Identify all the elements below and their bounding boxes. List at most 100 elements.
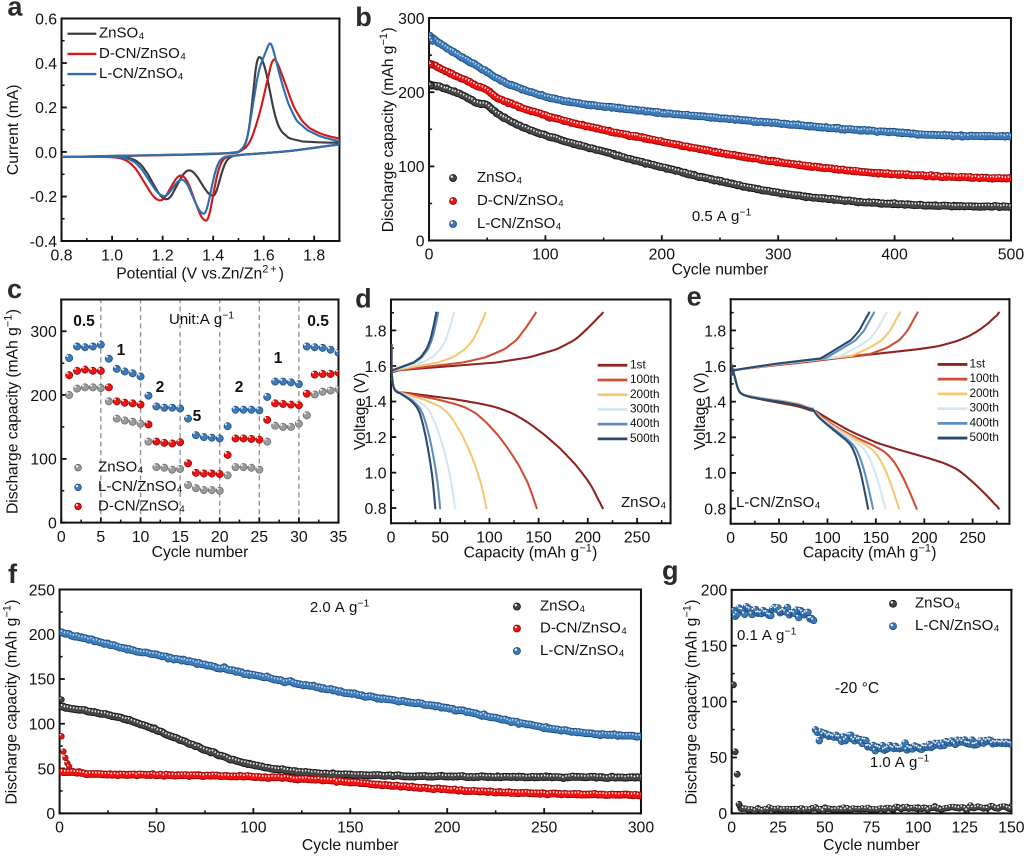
svg-text:5: 5 (193, 408, 202, 425)
svg-text:10: 10 (132, 529, 150, 546)
svg-text:Cycle number: Cycle number (672, 262, 769, 279)
svg-text:ZnSO₄: ZnSO₄ (98, 459, 143, 476)
svg-text:ZnSO₄: ZnSO₄ (477, 169, 522, 186)
svg-text:250: 250 (531, 820, 558, 837)
svg-text:b: b (355, 1, 372, 32)
svg-text:200: 200 (649, 247, 676, 264)
svg-text:1.4: 1.4 (202, 247, 224, 264)
svg-text:1.0: 1.0 (101, 247, 123, 264)
svg-text:400: 400 (881, 247, 908, 264)
svg-text:200: 200 (701, 583, 728, 600)
svg-text:400th: 400th (969, 415, 999, 429)
svg-text:L-CN/ZnSO₄: L-CN/ZnSO₄ (540, 642, 624, 659)
svg-text:150: 150 (701, 639, 728, 656)
svg-text:50: 50 (816, 820, 834, 837)
svg-text:150: 150 (337, 820, 364, 837)
svg-text:0.4: 0.4 (35, 56, 57, 73)
svg-text:U n i t :: U n i t : A g − 1 (169, 298, 235, 329)
svg-text:200: 200 (398, 85, 425, 102)
svg-text:300: 300 (628, 820, 655, 837)
svg-text:0: 0 (718, 806, 727, 823)
svg-text:0.5: 0.5 (73, 313, 95, 330)
svg-text:15: 15 (171, 529, 189, 546)
svg-text:f: f (8, 558, 18, 589)
svg-text:150: 150 (998, 820, 1024, 837)
svg-text:1.2: 1.2 (365, 430, 387, 447)
svg-text:ZnSO₄: ZnSO₄ (621, 494, 666, 511)
svg-text:0: 0 (387, 530, 396, 547)
svg-text:75: 75 (863, 820, 881, 837)
svg-text:0: 0 (57, 529, 66, 546)
svg-text:0: 0 (425, 247, 434, 264)
svg-text:250: 250 (624, 530, 651, 547)
svg-text:300: 300 (30, 324, 57, 341)
svg-text:50: 50 (38, 761, 56, 778)
svg-text:25: 25 (769, 820, 787, 837)
svg-text:Cycle number: Cycle number (302, 837, 399, 854)
svg-text:300: 300 (398, 11, 425, 28)
svg-text:Voltage (V): Voltage (V) (352, 372, 369, 450)
svg-text:2: 2 (235, 379, 244, 396)
svg-text:200: 200 (911, 530, 938, 547)
svg-text:150: 150 (863, 530, 890, 547)
svg-text:1st: 1st (969, 357, 985, 371)
svg-text:C a p a c: C a p a c i t y ( m A h g ) − 1 (803, 532, 943, 563)
svg-text:35: 35 (330, 529, 348, 546)
svg-text:50: 50 (710, 750, 728, 767)
svg-text:1.6: 1.6 (704, 359, 726, 376)
svg-text:L-CN/ZnSO₄: L-CN/ZnSO₄ (736, 494, 820, 511)
svg-text:0.2: 0.2 (35, 100, 57, 117)
svg-text:150: 150 (525, 530, 552, 547)
svg-text:100: 100 (701, 694, 728, 711)
svg-text:Current (mA): Current (mA) (5, 84, 22, 175)
svg-text:1: 1 (117, 342, 126, 359)
svg-text:0: 0 (46, 806, 55, 823)
svg-text:1.0: 1.0 (704, 466, 726, 483)
svg-text:0: 0 (727, 820, 736, 837)
svg-text:125: 125 (952, 820, 979, 837)
svg-text:1.2: 1.2 (704, 430, 726, 447)
svg-text:ZnSO₄: ZnSO₄ (915, 595, 960, 612)
svg-text:300th: 300th (630, 401, 660, 415)
svg-text:300: 300 (765, 247, 792, 264)
svg-text:30: 30 (290, 529, 308, 546)
svg-text:0.6: 0.6 (35, 11, 57, 28)
svg-text:2 . 0 A: 2 . 0 A g − 1 (310, 586, 370, 617)
svg-text:-0.2: -0.2 (30, 189, 57, 206)
svg-text:D-CN/ZnSO₄: D-CN/ZnSO₄ (477, 192, 564, 209)
svg-text:0: 0 (55, 820, 64, 837)
svg-text:1.8: 1.8 (365, 323, 387, 340)
svg-text:200: 200 (29, 627, 56, 644)
svg-text:1 . 0 A: 1 . 0 A g − 1 (870, 741, 930, 772)
svg-text:g: g (662, 555, 679, 586)
svg-text:D i s c h: D i s c h a r g e c a p a c i t y ( m A … (671, 593, 702, 804)
svg-text:100: 100 (814, 530, 841, 547)
svg-text:1.2: 1.2 (152, 247, 174, 264)
svg-text:D-CN/ZnSO₄: D-CN/ZnSO₄ (98, 497, 185, 514)
svg-text:d: d (355, 283, 372, 314)
svg-text:L-CN/ZnSO₄: L-CN/ZnSO₄ (99, 65, 183, 82)
svg-text:L-CN/ZnSO₄: L-CN/ZnSO₄ (477, 215, 561, 232)
svg-text:500th: 500th (969, 430, 999, 444)
svg-text:100: 100 (398, 159, 425, 176)
svg-text:e: e (687, 281, 702, 312)
svg-text:0 . 1 A: 0 . 1 A g − 1 (737, 614, 797, 645)
svg-text:100th: 100th (630, 372, 660, 386)
svg-text:200: 200 (575, 530, 602, 547)
svg-text:C a p a c: C a p a c i t y ( m A h g ) − 1 (464, 532, 604, 563)
svg-text:D i s c h: D i s c h a r g e c a p a c i t y ( m A … (367, 21, 398, 232)
svg-text:Voltage (V): Voltage (V) (692, 372, 709, 450)
svg-text:300th: 300th (969, 401, 999, 415)
svg-text:P o t e n: P o t e n t i a l ( V v s . Z n / Z n ) … (116, 253, 290, 284)
svg-text:1.4: 1.4 (365, 394, 387, 411)
svg-text:D i s c h: D i s c h a r g e c a p a c i t y ( m A … (0, 593, 21, 804)
svg-text:500th: 500th (630, 431, 660, 445)
svg-text:1.8: 1.8 (303, 247, 325, 264)
svg-text:-0.4: -0.4 (30, 234, 57, 251)
svg-text:100: 100 (905, 820, 932, 837)
svg-text:5: 5 (96, 529, 105, 546)
svg-text:D-CN/ZnSO₄: D-CN/ZnSO₄ (540, 619, 627, 636)
svg-text:0.0: 0.0 (35, 145, 57, 162)
svg-text:0.8: 0.8 (51, 247, 73, 264)
svg-text:0: 0 (48, 515, 57, 532)
